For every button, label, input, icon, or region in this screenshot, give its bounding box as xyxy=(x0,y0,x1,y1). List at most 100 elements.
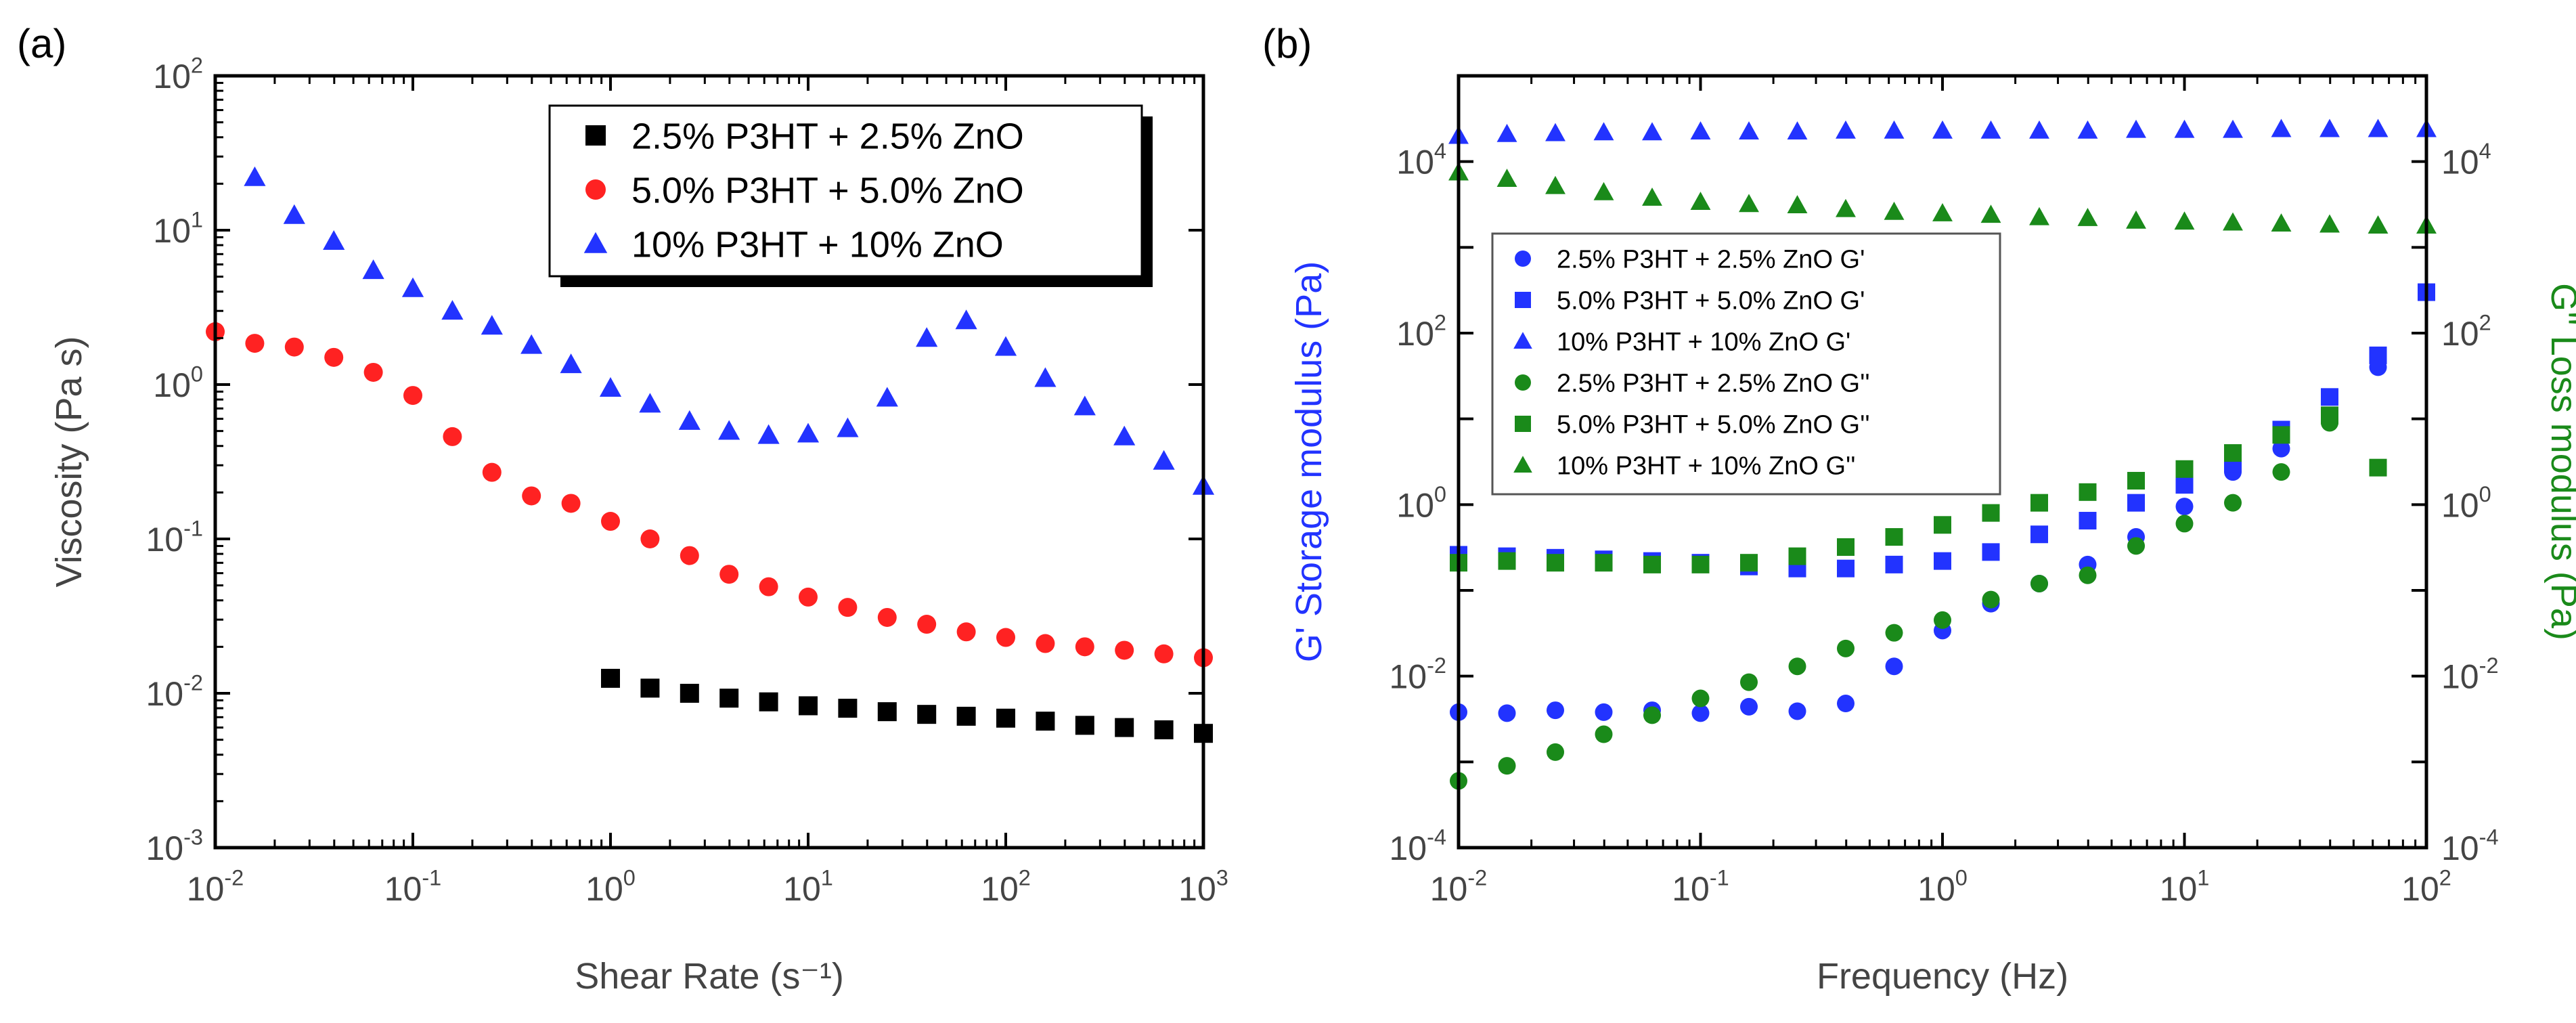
panel-a-y-tick-label: 102 xyxy=(153,53,203,96)
panel-b-point xyxy=(1787,195,1808,214)
panel-b-x-tick-label: 10-1 xyxy=(1672,866,1729,909)
panel-b-point xyxy=(1642,187,1662,206)
panel-b-point xyxy=(1980,120,2001,139)
panel-b-point xyxy=(1982,504,2000,522)
panel-a-point xyxy=(482,462,502,482)
panel-b-point xyxy=(1498,552,1516,570)
panel-a-point xyxy=(522,486,541,506)
panel-b-point xyxy=(1788,547,1806,565)
panel-a-point xyxy=(797,422,820,443)
panel-a-point xyxy=(640,678,660,698)
panel-b-legend-item: 10% P3HT + 10% ZnO G'' xyxy=(1513,452,1856,481)
panel-a-point xyxy=(640,529,660,548)
panel-b-point xyxy=(1788,702,1806,720)
panel-a-point xyxy=(362,259,384,280)
panel-a-y-tick-label: 100 xyxy=(153,362,203,405)
panel-b-y-tick-label: 10-2 xyxy=(1389,653,1446,696)
panel-a-point xyxy=(561,494,581,513)
panel-a-series-5-0-p3ht-5-0-zno xyxy=(206,322,1213,668)
panel-a-point xyxy=(956,706,976,726)
panel-a-point xyxy=(481,315,503,335)
panel-a-point xyxy=(284,337,304,357)
panel-a-point xyxy=(1075,637,1094,657)
panel-b-point xyxy=(2320,388,2338,406)
panel-a-legend: 2.5% P3HT + 2.5% ZnO 5.0% P3HT + 5.0% ZnO… xyxy=(548,104,1153,287)
panel-a-point xyxy=(441,300,464,320)
panel-a-point xyxy=(955,309,977,330)
panel-b-legend-marker xyxy=(1515,251,1531,267)
panel-a-label: (a) xyxy=(17,21,66,66)
panel-b-point xyxy=(1739,121,1759,140)
panel-b-y-tick-label-right: 10-2 xyxy=(2441,653,2499,696)
panel-a-point xyxy=(1073,395,1096,416)
panel-a-x-tick-label: 100 xyxy=(585,866,636,909)
panel-a-x-axis-label: Shear Rate (s⁻¹) xyxy=(575,956,844,997)
panel-b-point xyxy=(1934,516,1951,534)
panel-b-point xyxy=(2272,463,2290,481)
panel-a-y-axis-label: Viscosity (Pa s) xyxy=(49,336,89,587)
panel-a-point xyxy=(678,410,701,430)
panel-a-point xyxy=(639,393,661,413)
panel-b-point xyxy=(1545,175,1565,194)
panel-b-legend-label: 5.0% P3HT + 5.0% ZnO G'' xyxy=(1557,411,1870,439)
panel-a-point xyxy=(601,512,620,531)
panel-b-y-tick-label-right: 104 xyxy=(2441,139,2491,181)
panel-a-point xyxy=(838,699,858,718)
panel-b-legend-item: 5.0% P3HT + 5.0% ZnO G' xyxy=(1515,287,1865,315)
panel-b-y-tick-label: 104 xyxy=(1396,139,1446,181)
panel-b-point xyxy=(1593,122,1614,141)
panel-b-point xyxy=(1836,559,1855,578)
panel-b-point xyxy=(2175,460,2194,478)
panel-a-point xyxy=(877,607,897,627)
panel-a-point xyxy=(520,334,543,354)
panel-b-point xyxy=(1885,528,1903,546)
panel-a-point xyxy=(718,420,740,440)
panel-a-legend-items: 2.5% P3HT + 2.5% ZnO 5.0% P3HT + 5.0% ZnO… xyxy=(583,116,1024,265)
panel-b-point xyxy=(1836,639,1855,657)
panel-a-point xyxy=(1075,716,1094,735)
panel-a-point xyxy=(599,376,622,397)
panel-b-series-10-p3ht-10-zno-g xyxy=(1448,162,2437,234)
panel-b-point xyxy=(2320,406,2338,425)
panel-a-point xyxy=(680,546,699,565)
panel-b-legend-item: 2.5% P3HT + 2.5% ZnO G' xyxy=(1515,246,1865,274)
panel-b-point xyxy=(2126,210,2146,229)
panel-b-point xyxy=(1836,198,1856,217)
panel-b-point xyxy=(1691,704,1710,722)
panel-a-legend-marker xyxy=(585,179,606,200)
panel-b-legend-marker xyxy=(1515,374,1531,391)
panel-a-data-marks xyxy=(206,166,1215,743)
panel-b-legend-box xyxy=(1491,232,2001,496)
panel-b-point xyxy=(1884,201,1905,220)
panel-b-point xyxy=(2077,208,2098,226)
panel-b-y-tick-label-right: 10-4 xyxy=(2441,825,2499,868)
panel-a-point xyxy=(719,565,739,584)
panel-a-point xyxy=(838,598,858,617)
panel-a-legend-box xyxy=(548,104,1143,278)
panel-b-point xyxy=(1836,695,1855,713)
panel-b-point xyxy=(1547,701,1565,720)
panel-b-point xyxy=(2127,494,2146,512)
panel-b-point xyxy=(1595,725,1613,743)
panel-b-point xyxy=(1498,704,1516,722)
panel-b-legend-item: 2.5% P3HT + 2.5% ZnO G'' xyxy=(1515,370,1870,398)
panel-b-point xyxy=(1980,204,2001,223)
panel-a-ticks: 10-2 10-1 100 101 102 10310-310-210-110010110… xyxy=(146,53,1228,909)
panel-b-point xyxy=(2369,346,2387,364)
panel-b-x-tick-label: 102 xyxy=(2401,866,2451,909)
panel-a-legend-item: 5.0% P3HT + 5.0% ZnO xyxy=(585,170,1024,211)
panel-b-x-tick-label: 10-2 xyxy=(1430,866,1488,909)
panel-a-point xyxy=(996,628,1015,647)
panel-b-point xyxy=(1496,169,1517,188)
panel-b-legend-item: 10% P3HT + 10% ZnO G' xyxy=(1513,328,1850,357)
panel-a-point xyxy=(837,417,859,437)
panel-b-legend-label: 2.5% P3HT + 2.5% ZnO G' xyxy=(1557,246,1865,274)
panel-a-point xyxy=(799,696,818,716)
panel-a-point xyxy=(1113,425,1136,445)
panel-b-point xyxy=(2224,444,2242,462)
panel-b-point xyxy=(2319,118,2340,137)
panel-a-point xyxy=(759,692,778,712)
panel-a-point xyxy=(877,702,897,722)
panel-b-y-tick-label-right: 102 xyxy=(2441,311,2491,353)
